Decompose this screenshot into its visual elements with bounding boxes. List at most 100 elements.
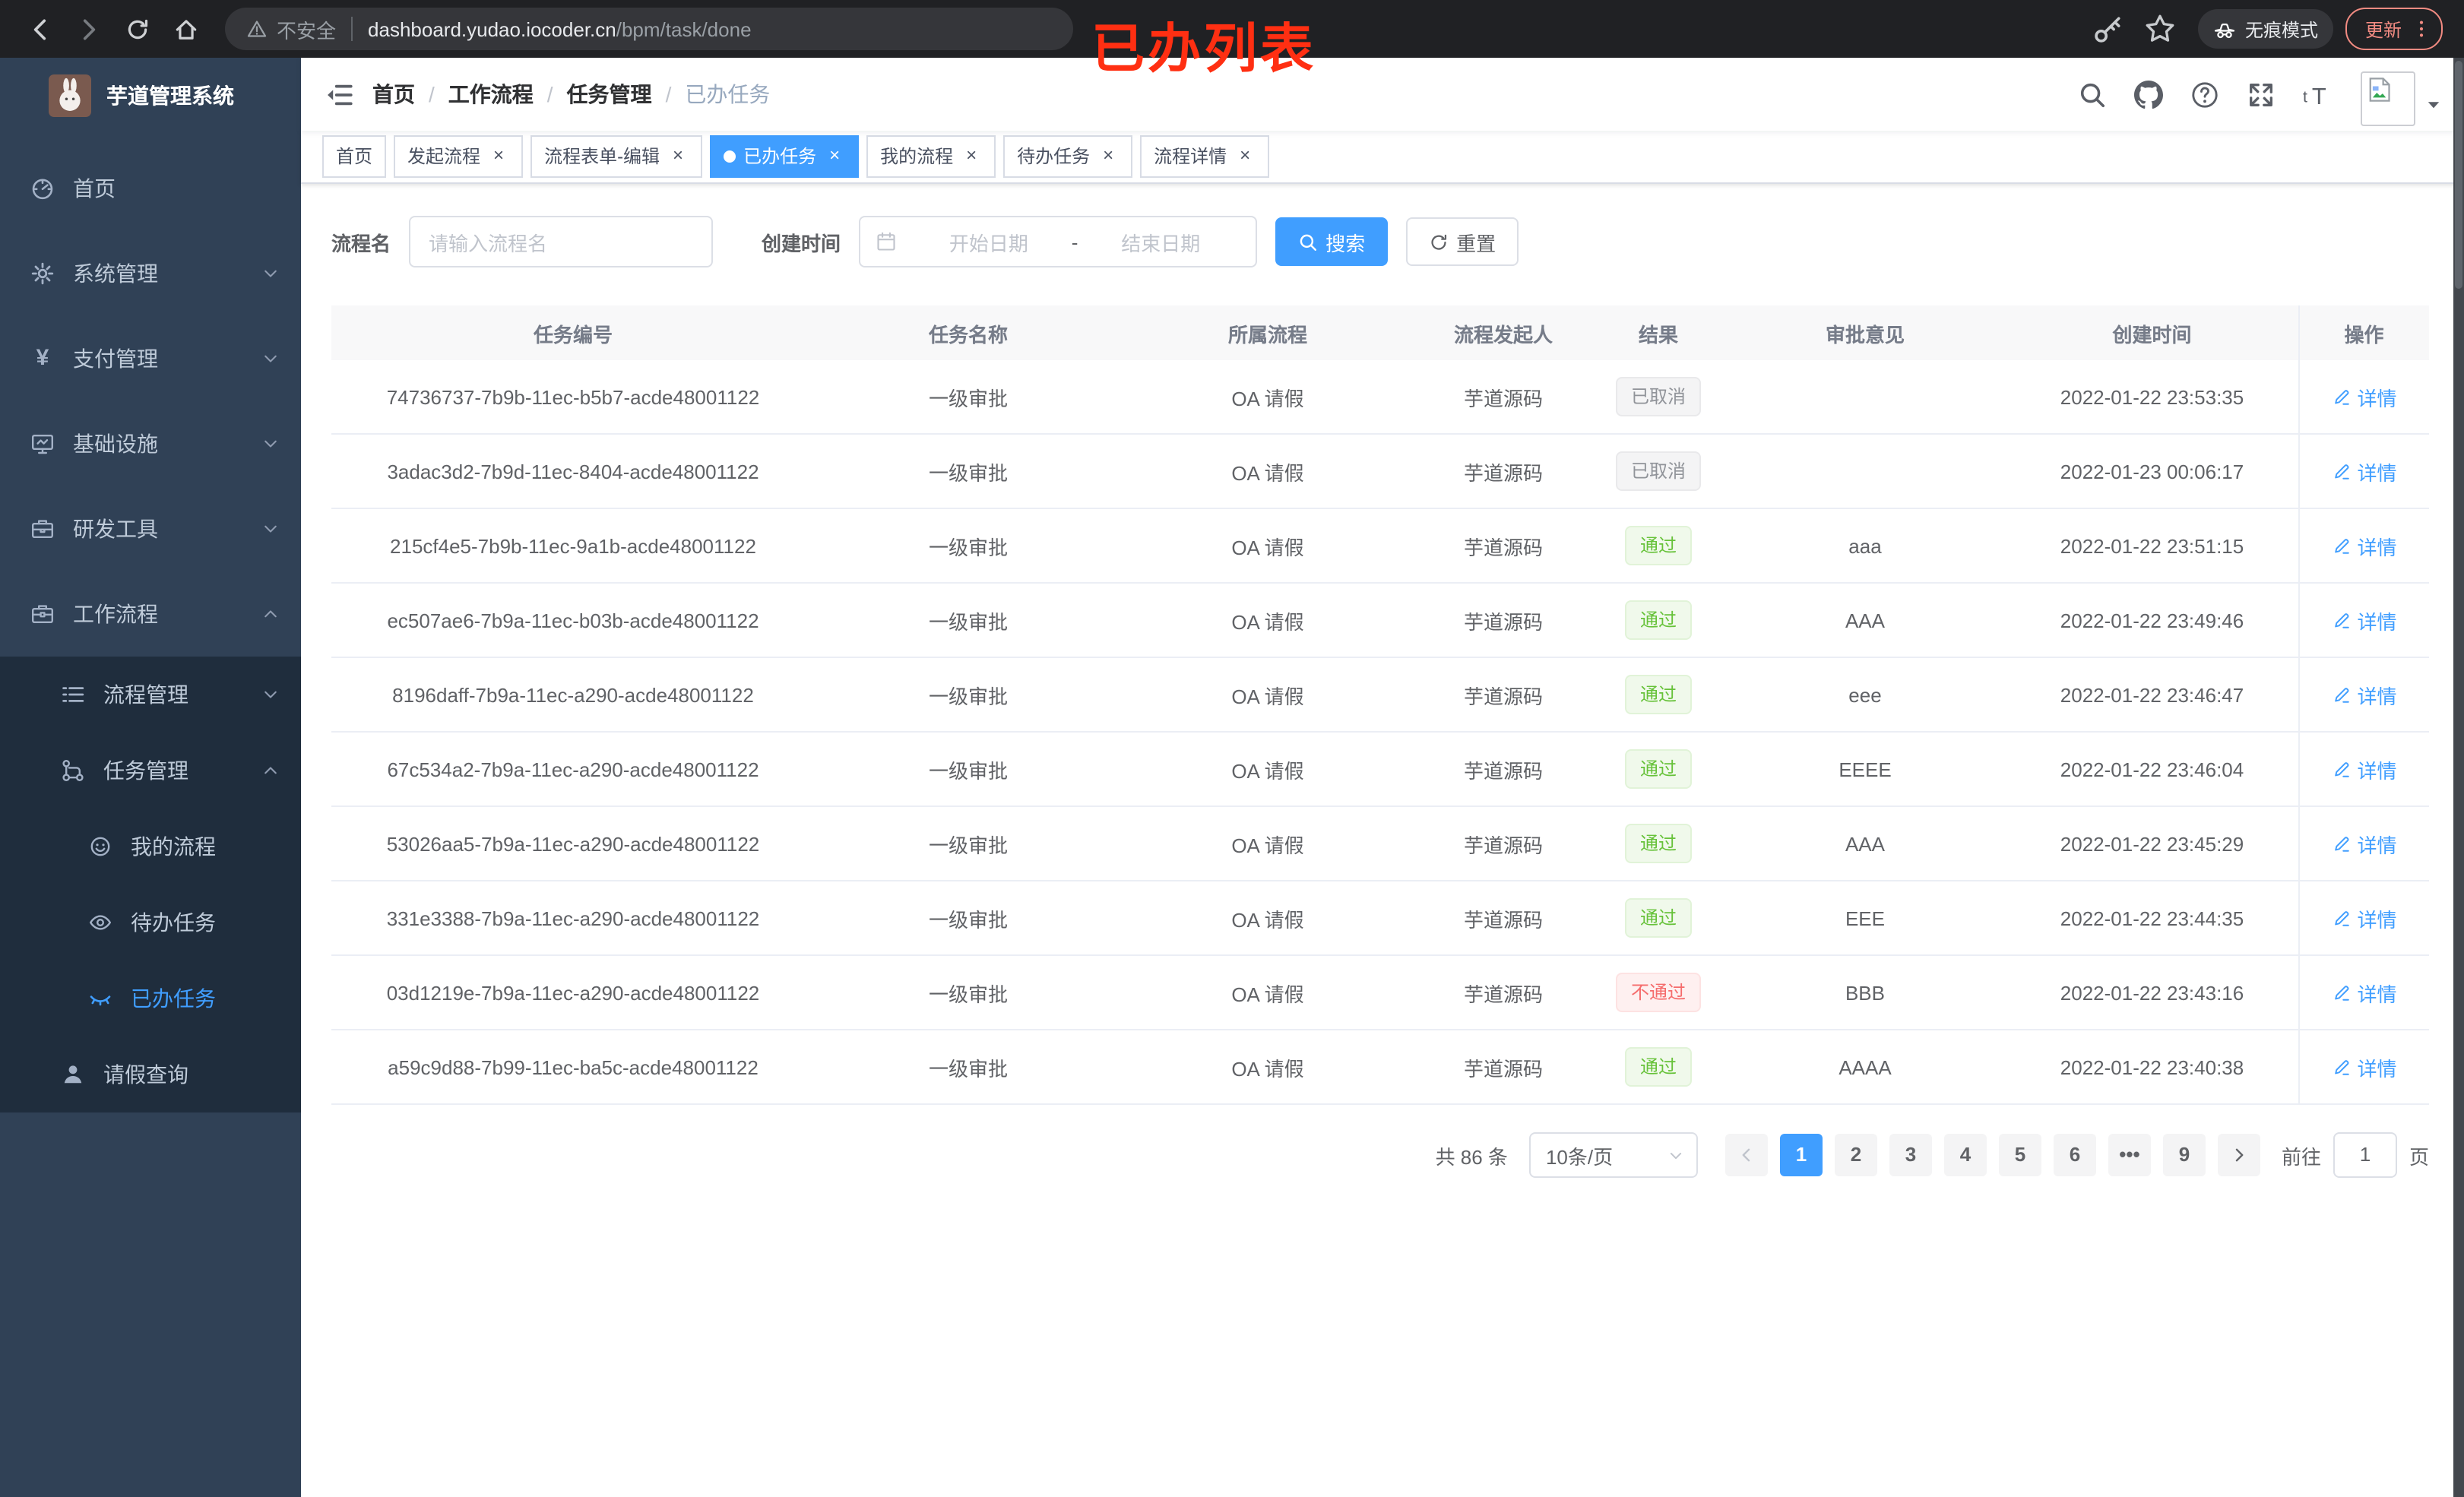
browser-back-button[interactable] — [20, 9, 59, 49]
cell-process: OA 请假 — [1122, 881, 1414, 956]
table-row: 67c534a2-7b9a-11ec-a290-acde48001122 一级审批… — [331, 732, 2429, 807]
tab-待办任务[interactable]: 待办任务 × — [1003, 135, 1133, 178]
sidebar-item-基础设施[interactable]: 基础设施 — [0, 401, 301, 486]
sidebar-item-我的流程[interactable]: 我的流程 — [0, 809, 301, 885]
github-icon[interactable] — [2134, 80, 2163, 109]
detail-link[interactable]: 详情 — [2331, 382, 2397, 411]
detail-link[interactable]: 详情 — [2331, 1052, 2397, 1081]
column-header-任务编号: 任务编号 — [331, 305, 815, 360]
cell-comment: AAAA — [1724, 1030, 2006, 1105]
sidebar-collapse-icon[interactable] — [325, 80, 354, 109]
tab-已办任务[interactable]: 已办任务 × — [710, 135, 860, 178]
tab-流程表单-编辑[interactable]: 流程表单-编辑 × — [530, 135, 703, 178]
cell-result: 通过 — [1593, 657, 1724, 733]
detail-link[interactable]: 详情 — [2331, 606, 2397, 635]
cell-starter: 芋道源码 — [1414, 955, 1593, 1030]
sidebar-item-label: 研发工具 — [73, 517, 158, 541]
tab-close-icon[interactable]: × — [1240, 144, 1251, 166]
menu-dots-icon[interactable] — [2411, 18, 2432, 40]
address-bar[interactable]: 不安全 dashboard.yudao.iocoder.cn /bpm/task… — [225, 8, 1073, 50]
star-bookmark-icon[interactable] — [2143, 12, 2177, 46]
tab-close-icon[interactable]: × — [1103, 144, 1114, 166]
sidebar-item-已办任务[interactable]: 已办任务 — [0, 961, 301, 1037]
cell-starter: 芋道源码 — [1414, 732, 1593, 807]
breadcrumb-task-management[interactable]: 任务管理 — [566, 82, 652, 106]
page-button-5[interactable]: 5 — [1998, 1134, 2041, 1176]
chevron-right-icon — [2230, 1146, 2248, 1164]
tab-close-icon[interactable]: × — [493, 144, 505, 166]
url-domain: dashboard.yudao.iocoder.cn — [368, 17, 616, 40]
detail-link[interactable]: 详情 — [2331, 904, 2397, 932]
reset-button[interactable]: 重置 — [1406, 217, 1519, 266]
avatar-caret-down-icon[interactable] — [2424, 96, 2443, 114]
page-button-4[interactable]: 4 — [1943, 1134, 1987, 1176]
tab-发起流程[interactable]: 发起流程 × — [394, 135, 524, 178]
process-name-input[interactable]: 请输入流程名 — [409, 216, 714, 267]
detail-link-label: 详情 — [2357, 685, 2397, 707]
key-icon[interactable] — [2092, 12, 2125, 46]
sidebar-item-待办任务[interactable]: 待办任务 — [0, 885, 301, 961]
page-button-1[interactable]: 1 — [1779, 1134, 1823, 1176]
detail-link[interactable]: 详情 — [2331, 680, 2397, 709]
fullscreen-icon[interactable] — [2247, 80, 2276, 109]
page-button-3[interactable]: 3 — [1889, 1134, 1932, 1176]
detail-link[interactable]: 详情 — [2331, 457, 2397, 486]
detail-link[interactable]: 详情 — [2331, 755, 2397, 783]
prev-page-button[interactable] — [1724, 1134, 1768, 1176]
cell-process: OA 请假 — [1122, 360, 1414, 435]
help-icon[interactable] — [2190, 80, 2219, 109]
browser-update-button[interactable]: 更新 — [2345, 8, 2443, 50]
tab-流程详情[interactable]: 流程详情 × — [1140, 135, 1270, 178]
page-ellipsis-button[interactable]: ••• — [2108, 1134, 2151, 1176]
page-size-select[interactable]: 10条/页 — [1528, 1132, 1698, 1178]
page-button-2[interactable]: 2 — [1834, 1134, 1877, 1176]
table-row: 53026aa5-7b9a-11ec-a290-acde48001122 一级审批… — [331, 806, 2429, 881]
cell-action: 详情 — [2298, 360, 2429, 435]
sidebar-item-label: 我的流程 — [131, 834, 216, 859]
sidebar-item-请假查询[interactable]: 请假查询 — [0, 1037, 301, 1112]
date-range-input[interactable]: 开始日期 - 结束日期 — [859, 216, 1258, 267]
sidebar-item-首页[interactable]: 首页 — [0, 146, 301, 231]
cell-comment: EEE — [1724, 881, 2006, 956]
tab-首页[interactable]: 首页 — [322, 135, 387, 178]
browser-reload-button[interactable] — [117, 9, 157, 49]
tab-label: 流程表单-编辑 — [544, 146, 660, 167]
tab-我的流程[interactable]: 我的流程 × — [866, 135, 996, 178]
search-icon[interactable] — [2078, 80, 2107, 109]
cell-starter: 芋道源码 — [1414, 1030, 1593, 1105]
sidebar-item-任务管理[interactable]: 任务管理 — [0, 733, 301, 809]
cell-create-time: 2022-01-23 00:06:17 — [2006, 434, 2298, 509]
detail-link-label: 详情 — [2357, 983, 2397, 1005]
browser-home-button[interactable] — [166, 9, 205, 49]
search-button[interactable]: 搜索 — [1275, 217, 1389, 266]
tab-close-icon[interactable]: × — [673, 144, 684, 166]
sidebar-item-系统管理[interactable]: 系统管理 — [0, 231, 301, 316]
cell-result: 通过 — [1593, 583, 1724, 658]
page-button-9[interactable]: 9 — [2162, 1134, 2206, 1176]
chevron-down-icon — [261, 520, 280, 538]
scrollbar-thumb[interactable] — [2455, 61, 2462, 289]
detail-link[interactable]: 详情 — [2331, 531, 2397, 560]
avatar[interactable] — [2361, 71, 2415, 126]
goto-page-input[interactable]: 1 — [2333, 1132, 2397, 1178]
tab-close-icon[interactable]: × — [966, 144, 977, 166]
tab-close-icon[interactable]: × — [829, 144, 841, 166]
sidebar-item-研发工具[interactable]: 研发工具 — [0, 486, 301, 571]
detail-link[interactable]: 详情 — [2331, 829, 2397, 858]
table-row: 3adac3d2-7b9d-11ec-8404-acde48001122 一级审批… — [331, 434, 2429, 509]
breadcrumb-workflow[interactable]: 工作流程 — [448, 82, 534, 106]
breadcrumb-home[interactable]: 首页 — [372, 82, 415, 106]
edit-pencil-icon — [2331, 759, 2351, 779]
page-button-6[interactable]: 6 — [2053, 1134, 2096, 1176]
page-scrollbar[interactable] — [2453, 58, 2464, 1497]
sidebar-logo[interactable]: 芋道管理系统 — [0, 58, 301, 134]
sidebar-item-支付管理[interactable]: ¥ 支付管理 — [0, 316, 301, 401]
browser-forward-button[interactable] — [68, 9, 108, 49]
detail-link[interactable]: 详情 — [2331, 978, 2397, 1007]
sidebar-item-工作流程[interactable]: 工作流程 — [0, 571, 301, 657]
browser-toolbar: 不安全 dashboard.yudao.iocoder.cn /bpm/task… — [0, 0, 2464, 79]
cell-create-time: 2022-01-22 23:46:47 — [2006, 657, 2298, 733]
next-page-button[interactable] — [2217, 1134, 2260, 1176]
sidebar-item-流程管理[interactable]: 流程管理 — [0, 657, 301, 733]
